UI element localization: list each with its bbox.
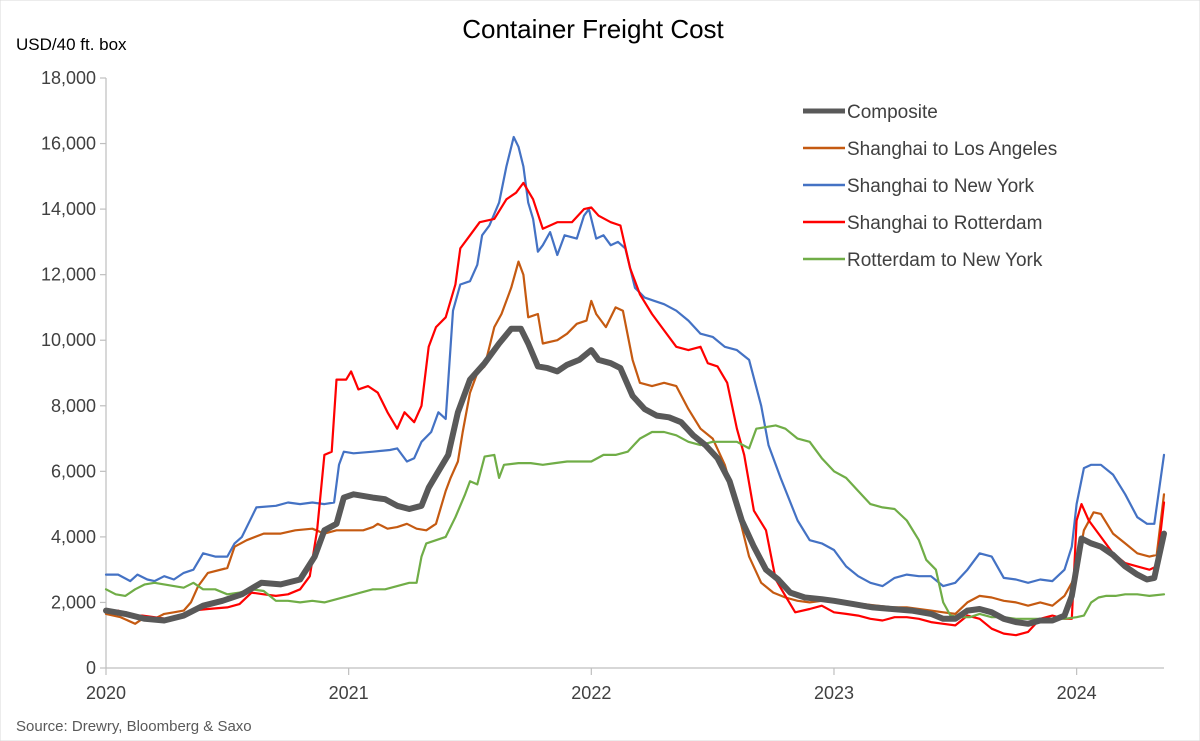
y-tick-label: 6,000	[51, 461, 96, 481]
x-axis-ticks: 2020 2021 2022 2023 2024	[86, 668, 1097, 703]
series-line-rotterdam-to-new-york	[104, 424, 1166, 620]
x-tick-label: 2024	[1057, 683, 1097, 703]
y-tick-label: 12,000	[41, 265, 96, 285]
series-lines	[103, 135, 1167, 637]
legend-label-rotterdam-to-new-york: Rotterdam to New York	[847, 250, 1043, 271]
y-tick-label: 16,000	[41, 134, 96, 154]
y-tick-label: 18,000	[41, 68, 96, 88]
y-axis-label: USD/40 ft. box	[16, 35, 127, 54]
y-tick-label: 2,000	[51, 592, 96, 612]
y-tick-label: 14,000	[41, 199, 96, 219]
series-line-shanghai-to-los-angeles	[104, 260, 1166, 625]
legend: Composite Shanghai to Los Angeles Shanghai…	[803, 102, 1057, 271]
source-note: Source: Drewry, Bloomberg & Saxo	[16, 718, 252, 735]
legend-label-shanghai-to-rotterdam: Shanghai to Rotterdam	[847, 213, 1042, 234]
legend-label-shanghai-to-new-york: Shanghai to New York	[847, 176, 1034, 197]
y-axis-ticks: 0 2,000 4,000 6,000 8,000 10,000 12,000 14,000 1…	[41, 68, 106, 678]
x-tick-label: 2020	[86, 683, 126, 703]
legend-label-shanghai-to-los-angeles: Shanghai to Los Angeles	[847, 139, 1057, 160]
chart-title: Container Freight Cost	[462, 14, 724, 44]
x-tick-label: 2022	[571, 683, 611, 703]
series-line-shanghai-to-new-york	[104, 135, 1166, 588]
y-tick-label: 4,000	[51, 527, 96, 547]
y-tick-label: 10,000	[41, 330, 96, 350]
series-line-composite	[103, 325, 1167, 627]
y-tick-label: 8,000	[51, 396, 96, 416]
series-line-shanghai-to-rotterdam	[104, 181, 1166, 637]
y-tick-label: 0	[86, 658, 96, 678]
x-tick-label: 2021	[329, 683, 369, 703]
legend-label-composite: Composite	[847, 102, 938, 123]
x-tick-label: 2023	[814, 683, 854, 703]
